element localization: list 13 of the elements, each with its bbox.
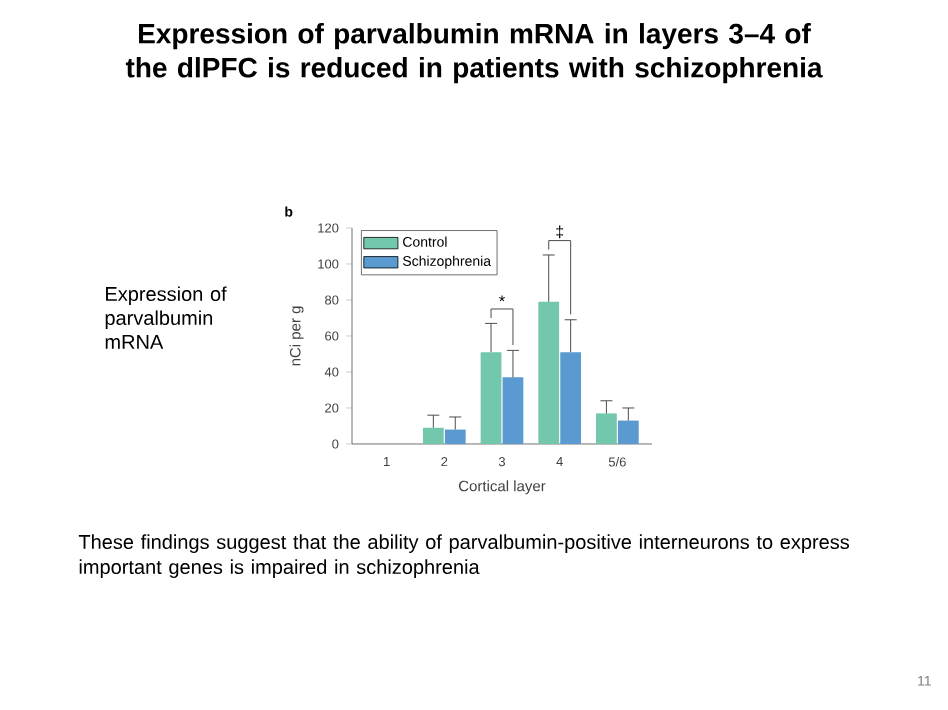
bar — [560, 352, 582, 444]
bar — [538, 301, 560, 444]
text: Expression of parvalbumin mRNA — [105, 286, 227, 349]
bar — [444, 429, 466, 444]
annotation: ‡ — [556, 225, 564, 239]
annotation: * — [499, 295, 505, 302]
bar — [596, 413, 617, 444]
bar — [502, 377, 524, 444]
chart-title: Expression of parvalbumin mRNA in layers 3–4 of the dlPFC is reduced in patients with schizophrenia — [125, 23, 823, 84]
bar — [617, 420, 639, 444]
bar — [422, 427, 444, 444]
bar — [480, 352, 502, 444]
text: These findings suggest that the ability of parvalbumin-positive interneurons to express important genes is impaired in schizophrenia — [78, 534, 850, 578]
